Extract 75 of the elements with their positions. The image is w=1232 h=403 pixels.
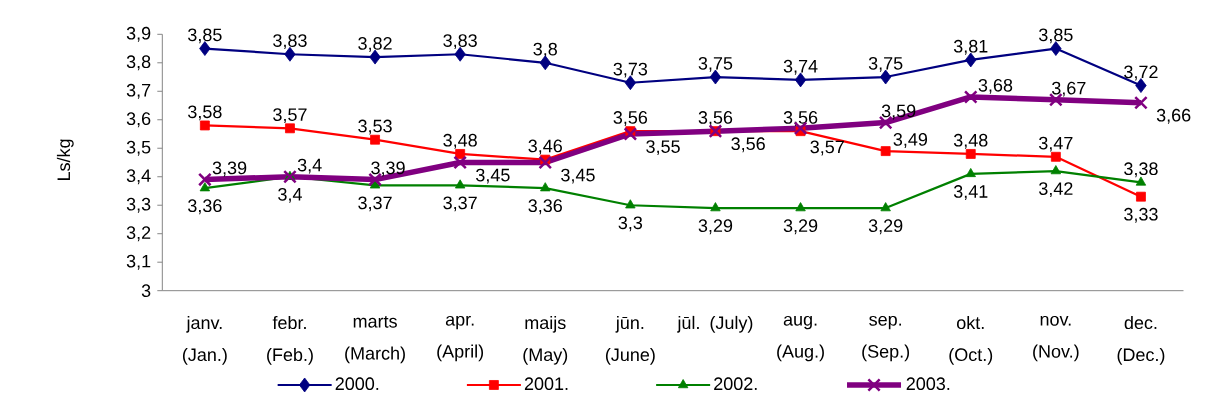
data-label: 3,8: [533, 42, 557, 58]
data-label: 3,85: [1039, 28, 1073, 44]
data-label: 3,49: [893, 133, 928, 148]
data-label: 3,56: [698, 111, 733, 126]
x-tick-label: nov. (Nov.): [1033, 315, 1079, 362]
data-label: 3,39: [371, 161, 405, 177]
legend-label: 2002.: [714, 377, 757, 391]
data-label: 3,67: [1052, 81, 1086, 97]
data-label: 3,4: [278, 187, 302, 203]
x-tick-label: janv. (Jan.): [182, 315, 227, 365]
data-label: 3,33: [1124, 207, 1158, 223]
data-label: 3,58: [188, 105, 222, 121]
data-label: 3,57: [810, 140, 844, 156]
data-label: 3,39: [212, 161, 247, 177]
x-tick-label: dec. (Dec.): [1117, 315, 1165, 365]
data-label: 3,38: [1124, 162, 1158, 178]
y-tick-label: 3: [141, 284, 151, 298]
data-label: 3,45: [476, 168, 510, 184]
y-tick-label: 3,7: [126, 83, 151, 99]
data-label: 3,75: [698, 56, 733, 72]
data-label: 3,36: [528, 199, 562, 215]
data-label: 3,42: [1039, 182, 1073, 198]
y-tick-label: 3,6: [126, 112, 151, 128]
y-tick-label: 3,3: [126, 197, 151, 213]
y-tick-label: 3,5: [126, 140, 151, 156]
data-label: 3,83: [273, 34, 307, 50]
data-label: 3,68: [978, 78, 1013, 94]
data-label: 3,37: [358, 196, 392, 212]
data-label: 3,45: [561, 168, 595, 184]
legend-label: 2003.: [906, 377, 950, 391]
data-label: 3,85: [188, 28, 222, 44]
data-label: 3,48: [443, 133, 477, 149]
data-label: 3,72: [1124, 65, 1158, 81]
data-label: 3,75: [868, 56, 903, 72]
data-label: 3,66: [1156, 108, 1191, 124]
data-label: 3,56: [731, 137, 765, 153]
legend-label: 2001.: [524, 377, 568, 391]
y-tick-label: 3,4: [126, 169, 151, 185]
x-tick-label: jūl. (July): [677, 315, 753, 333]
y-tick-label: 3,2: [126, 226, 151, 242]
data-label: 3,48: [953, 133, 988, 149]
x-tick-label: sep. (Sep.): [862, 315, 910, 362]
x-tick-label: marts (March): [345, 315, 405, 364]
x-tick-label: okt. (Oct.): [949, 315, 993, 365]
legend-label: 2000.: [335, 377, 379, 391]
data-label: 3,73: [613, 62, 648, 78]
data-label: 3,81: [953, 39, 988, 55]
x-tick-label: febr. (Feb.): [267, 315, 313, 365]
data-label: 3,83: [443, 34, 477, 50]
data-label: 3,29: [868, 219, 903, 235]
data-label: 3,37: [443, 196, 477, 212]
data-label: 3,46: [528, 139, 562, 155]
data-label: 3,59: [881, 104, 916, 120]
data-label: 3,53: [358, 119, 392, 135]
data-label: 3,55: [646, 140, 680, 156]
x-tick-label: aug. (Aug.): [777, 315, 824, 362]
x-tick-label: jūn. (June): [605, 315, 655, 365]
data-label: 3,41: [953, 185, 988, 200]
x-tick-label: maijs (May): [523, 315, 568, 365]
y-axis-title: Ls/kg: [56, 139, 74, 180]
data-label: 3,36: [188, 199, 222, 215]
data-label: 3,56: [613, 111, 648, 126]
data-label: 3,57: [273, 108, 307, 124]
y-tick-label: 3,8: [126, 55, 151, 71]
data-label: 3,4: [297, 158, 322, 174]
data-label: 3,47: [1039, 136, 1073, 152]
data-label: 3,56: [783, 111, 818, 126]
data-label: 3,29: [698, 219, 733, 235]
data-label: 3,29: [783, 219, 818, 235]
x-tick-label: apr. (April): [437, 315, 484, 362]
data-label: 3,82: [358, 37, 392, 52]
y-tick-label: 3,1: [126, 254, 151, 270]
y-tick-label: 3,9: [126, 26, 151, 42]
data-label: 3,74: [783, 59, 818, 75]
data-label: 3,3: [618, 216, 643, 232]
